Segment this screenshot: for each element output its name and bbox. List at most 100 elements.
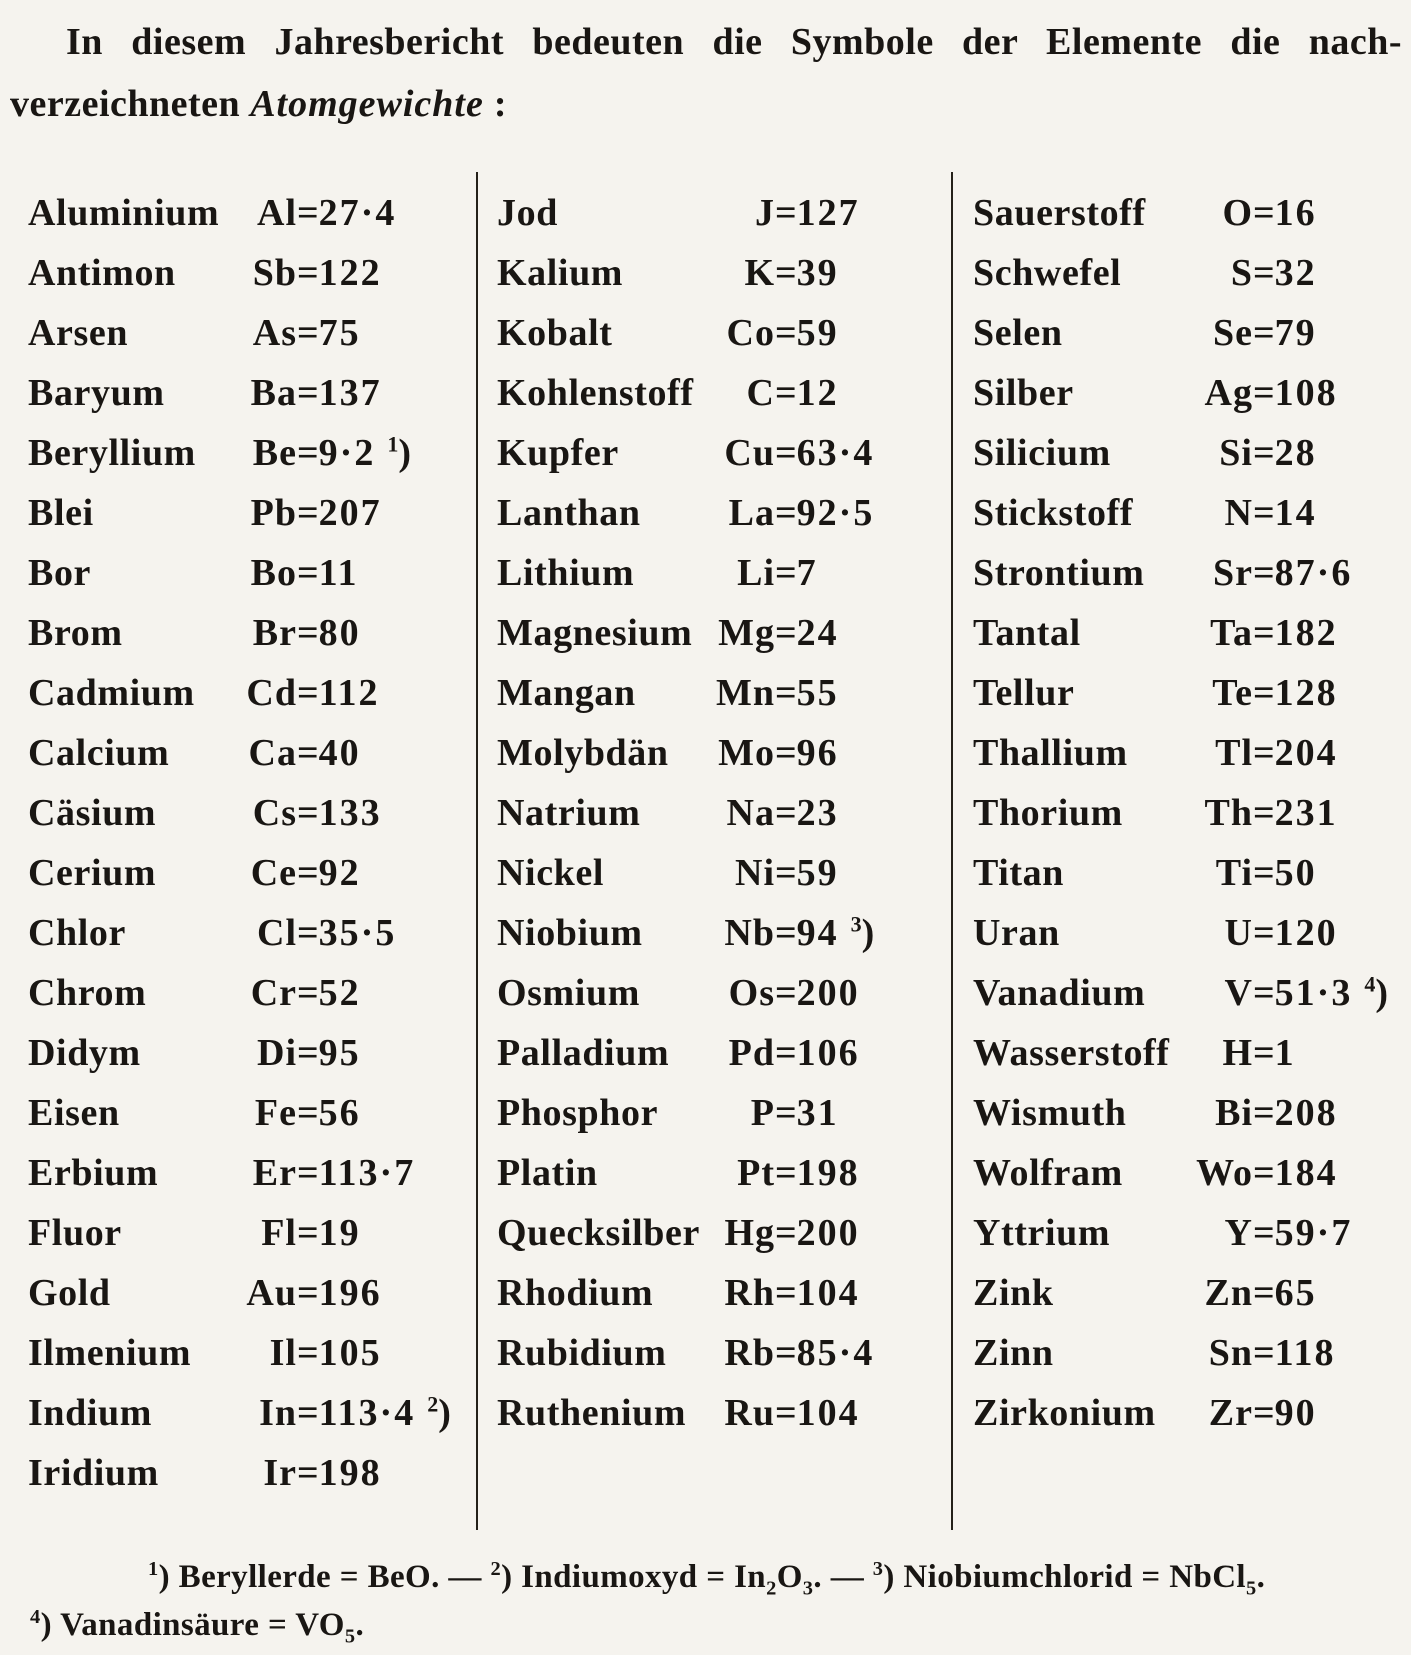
element-name-symbol: Mangan Mn [497, 663, 775, 723]
element-name-symbol: Didym Di [28, 1023, 297, 1083]
element-name-symbol: Beryllium Be [28, 423, 297, 483]
element-symbol: Li [737, 552, 775, 594]
element-value: =104 [775, 1383, 947, 1443]
intro-line-1: In diesem Jahresbericht bedeuten die Sym… [66, 21, 1402, 63]
equals-sign: = [775, 852, 797, 894]
element-value: =63·4 [775, 423, 947, 483]
element-value: =80 [297, 603, 474, 663]
element-value: =105 [297, 1323, 474, 1383]
element-row: Gold Au =196 [28, 1263, 474, 1323]
formula-subscript: 5 [344, 1625, 356, 1648]
element-value: =87·6 [1253, 543, 1411, 603]
atomic-weight: 28 [1274, 432, 1317, 474]
footnote-line: 4) Vanadinsäure = VO5. [30, 1606, 365, 1648]
element-value: =108 [1253, 363, 1411, 423]
element-name: Chrom [28, 972, 147, 1014]
element-name: Tellur [973, 672, 1075, 714]
equals-sign: = [1253, 852, 1275, 894]
element-row: Yttrium Y =59·7 [973, 1203, 1411, 1263]
element-value: =96 [775, 723, 947, 783]
element-row: Silber Ag =108 [973, 363, 1411, 423]
element-value: =231 [1253, 783, 1411, 843]
atomic-weight: 75 [318, 312, 361, 354]
value-footnote-marker: 3) [850, 911, 875, 954]
element-value: =56 [297, 1083, 474, 1143]
element-column-1: Aluminium Al =27·4 Antimon Sb =122 Arsen As =75 B… [28, 183, 474, 1503]
element-symbol: Os [728, 972, 775, 1014]
element-row: Bor Bo =11 [28, 543, 474, 603]
element-name-symbol: Phosphor P [497, 1083, 775, 1143]
atomic-weight: 104 [796, 1272, 860, 1314]
element-name: Thallium [973, 732, 1128, 774]
element-name-symbol: Strontium Sr [973, 543, 1253, 603]
element-row: Didym Di =95 [28, 1023, 474, 1083]
element-name-symbol: Cäsium Cs [28, 783, 297, 843]
element-row: Chlor Cl =35·5 [28, 903, 474, 963]
equals-sign: = [775, 1092, 797, 1134]
element-name-symbol: Magnesium Mg [497, 603, 775, 663]
equals-sign: = [775, 1332, 797, 1374]
element-row: Cadmium Cd =112 [28, 663, 474, 723]
element-row: Nickel Ni =59 [497, 843, 947, 903]
element-name: Kalium [497, 252, 624, 294]
element-value: =14 [1253, 483, 1411, 543]
equals-sign: = [297, 672, 319, 714]
element-name-symbol: Tantal Ta [973, 603, 1253, 663]
element-name: Schwefel [973, 252, 1122, 294]
element-symbol: Sb [252, 252, 297, 294]
element-name: Uran [973, 912, 1060, 954]
element-name: Sauerstoff [973, 192, 1146, 234]
element-name: Zirkonium [973, 1392, 1156, 1434]
element-row: Quecksilber Hg =200 [497, 1203, 947, 1263]
atomic-weight: 113·4 [318, 1392, 416, 1434]
atomic-weight: 50 [1274, 852, 1317, 894]
atomic-weight: 106 [796, 1032, 860, 1074]
element-name-symbol: Calcium Ca [28, 723, 297, 783]
value-footnote-marker: 2) [427, 1391, 451, 1434]
element-value: =28 [1253, 423, 1411, 483]
element-value: =85·4 [775, 1323, 947, 1383]
element-value: =50 [1253, 843, 1411, 903]
equals-sign: = [1253, 1212, 1275, 1254]
element-value: =208 [1253, 1083, 1411, 1143]
element-value: =90 [1253, 1383, 1411, 1443]
footnote-marker-digit: 3 [850, 911, 862, 937]
element-value: =196 [297, 1263, 474, 1323]
element-symbol: V [1224, 972, 1253, 1014]
element-name-symbol: Eisen Fe [28, 1083, 297, 1143]
column-divider-2 [951, 172, 953, 1530]
element-name-symbol: Cerium Ce [28, 843, 297, 903]
element-row: Arsen As =75 [28, 303, 474, 363]
element-name-symbol: Baryum Ba [28, 363, 297, 423]
equals-sign: = [1253, 252, 1275, 294]
element-value: =120 [1253, 903, 1411, 963]
atomic-weight: 127 [796, 192, 860, 234]
atomic-weight: 200 [796, 1212, 860, 1254]
equals-sign: = [297, 1452, 319, 1494]
atomic-weight: 200 [796, 972, 860, 1014]
equals-sign: = [775, 192, 797, 234]
element-name: Nickel [497, 852, 605, 894]
element-row: Titan Ti =50 [973, 843, 1411, 903]
element-row: Tantal Ta =182 [973, 603, 1411, 663]
element-symbol: C [746, 372, 775, 414]
element-symbol: Mg [718, 612, 775, 654]
element-value: =113·7 [297, 1143, 474, 1203]
element-symbol: O [1222, 192, 1253, 234]
atomic-weight: 59·7 [1274, 1212, 1353, 1254]
equals-sign: = [775, 1272, 797, 1314]
element-name-symbol: Zinn Sn [973, 1323, 1253, 1383]
equals-sign: = [1253, 192, 1275, 234]
element-row: Niobium Nb =94 3) [497, 903, 947, 963]
footnotes: 1) Beryllerde = BeO. — 2) Indiumoxyd = I… [30, 1553, 1402, 1649]
element-name: Arsen [28, 312, 129, 354]
element-name-symbol: Iridium Ir [28, 1443, 297, 1503]
element-row: Iridium Ir =198 [28, 1443, 474, 1503]
equals-sign: = [1253, 1332, 1275, 1374]
element-row: Vanadium V =51·3 4) [973, 963, 1411, 1023]
equals-sign: = [775, 732, 797, 774]
element-value: =207 [297, 483, 474, 543]
element-value: =12 [775, 363, 947, 423]
atomic-weight: 55 [796, 672, 839, 714]
element-name-symbol: Jod J [497, 183, 775, 243]
